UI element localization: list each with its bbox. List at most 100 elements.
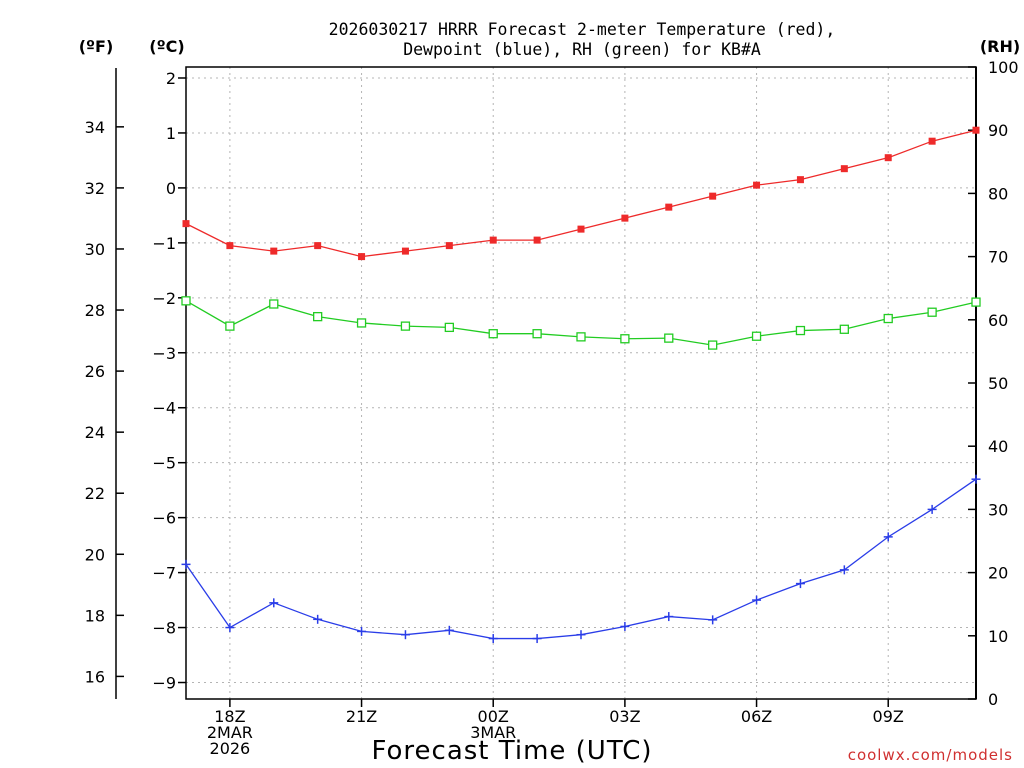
temperature-point [709, 192, 717, 200]
celsius-tick-label: −5 [152, 454, 176, 473]
x-tick-label: 3MAR [470, 723, 516, 742]
dewpoint-point [839, 565, 849, 575]
temperature-point [270, 247, 278, 255]
temperature-point [401, 247, 409, 255]
rh-point [532, 329, 542, 339]
fahrenheit-unit-label: (ºF) [79, 37, 114, 56]
temperature-point [840, 165, 848, 173]
dewpoint-point [225, 623, 235, 633]
temperature-point [226, 242, 234, 250]
x-tick-label: 06Z [741, 707, 772, 726]
rh-point [883, 313, 893, 324]
fahrenheit-tick-label: 22 [85, 484, 105, 503]
dewpoint-point [708, 615, 718, 625]
rh-point [269, 299, 279, 309]
celsius-tick-label: 2 [166, 69, 176, 88]
celsius-tick-label: −9 [152, 674, 176, 693]
x-tick-label: 09Z [873, 707, 904, 726]
dewpoint-point [357, 626, 367, 636]
fahrenheit-tick-label: 16 [85, 667, 105, 686]
rh-point [620, 334, 630, 344]
dewpoint-point [313, 614, 323, 624]
temperature-point [972, 126, 980, 134]
fahrenheit-tick-label: 18 [85, 606, 105, 625]
rh-tick-label: 50 [988, 374, 1008, 393]
fahrenheit-tick-label: 28 [85, 301, 105, 320]
dewpoint-point [400, 630, 410, 640]
temperature-point [533, 236, 541, 244]
dewpoint-point [795, 579, 805, 589]
fahrenheit-tick-label: 32 [85, 179, 105, 198]
rh-point [400, 321, 411, 331]
rh-point [313, 311, 323, 322]
x-tick-label: 21Z [346, 707, 377, 726]
rh-point [971, 297, 981, 307]
fahrenheit-tick-label: 26 [85, 362, 105, 381]
celsius-tick-label: −4 [152, 399, 176, 418]
dewpoint-point [927, 504, 937, 514]
fahrenheit-tick-label: 34 [85, 118, 105, 137]
temperature-point [314, 242, 322, 250]
chart-title-line-1: 2026030217 HRRR Forecast 2-meter Tempera… [329, 20, 836, 39]
rh-point [927, 307, 937, 317]
temperature-point [884, 154, 892, 162]
dewpoint-point [883, 532, 893, 542]
rh-point [795, 325, 806, 336]
rh-tick-label: 0 [988, 690, 998, 709]
celsius-tick-label: −6 [152, 509, 176, 528]
fahrenheit-tick-label: 24 [85, 423, 105, 442]
temperature-point [358, 253, 366, 261]
temperature-line [185, 129, 977, 258]
x-axis-label: Forecast Time (UTC) [371, 736, 652, 766]
x-tick-label: 2026 [210, 739, 251, 758]
grid-lines [186, 67, 976, 699]
rh-tick-label: 90 [988, 121, 1008, 140]
temperature-point [928, 137, 936, 145]
rh-tick-label: 10 [988, 627, 1008, 646]
rh-tick-label: 100 [988, 58, 1019, 77]
dewpoint-point [752, 595, 762, 605]
rh-point [225, 321, 235, 331]
temperature-point [753, 181, 761, 189]
credit-text: coolwx.com/models [848, 746, 1013, 764]
rh-point [839, 324, 849, 334]
temperature-point [665, 203, 673, 211]
rh-tick-label: 80 [988, 184, 1008, 203]
chart-title-line-2: Dewpoint (blue), RH (green) for KB#A [403, 40, 761, 59]
celsius-tick-label: 1 [166, 124, 176, 143]
fahrenheit-tick-label: 20 [85, 545, 105, 564]
rh-tick-label: 20 [988, 564, 1008, 583]
x-tick-label: 00Z [478, 707, 509, 726]
celsius-tick-label: −3 [152, 344, 176, 363]
dewpoint-point [971, 474, 981, 484]
rh-point [488, 329, 498, 339]
temperature-point [182, 220, 190, 228]
x-tick-label: 18Z [214, 707, 245, 726]
celsius-unit-label: (ºC) [149, 37, 184, 56]
rh-point [444, 322, 454, 333]
celsius-tick-label: −7 [152, 564, 176, 583]
celsius-tick-label: −2 [152, 289, 176, 308]
rh-tick-label: 60 [988, 311, 1008, 330]
rh-point [664, 333, 674, 343]
x-tick-label: 03Z [609, 707, 640, 726]
temperature-point [489, 236, 497, 244]
x-tick-label: 2MAR [207, 723, 253, 742]
rh-point [751, 331, 762, 341]
rh-point [181, 296, 191, 306]
dewpoint-point [181, 559, 191, 569]
temperature-point [445, 242, 453, 250]
celsius-tick-label: −8 [152, 619, 176, 638]
rh-unit-label: (RH) [980, 37, 1020, 56]
dewpoint-point [620, 621, 630, 631]
rh-point [576, 332, 586, 342]
celsius-tick-label: −1 [152, 234, 176, 253]
rh-point [356, 318, 367, 328]
series-layer [181, 126, 981, 644]
dewpoint-point [269, 598, 279, 608]
dewpoint-point [664, 612, 674, 622]
rh-tick-label: 70 [988, 248, 1008, 267]
temperature-point [577, 225, 585, 233]
plot-frame [185, 66, 977, 700]
